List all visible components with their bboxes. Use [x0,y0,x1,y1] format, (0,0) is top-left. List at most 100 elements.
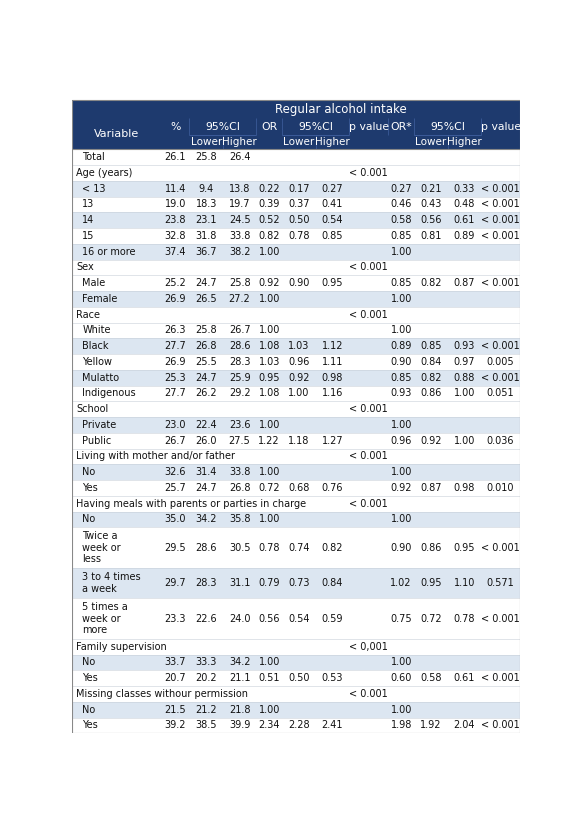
Text: 0.58: 0.58 [420,673,442,683]
Bar [72,307,520,322]
Text: 1.22: 1.22 [258,436,280,446]
Text: 25.9: 25.9 [229,372,250,382]
Text: 0.72: 0.72 [258,483,280,493]
Text: Total: Total [82,152,105,162]
Text: Black: Black [82,341,109,351]
Text: 1.00: 1.00 [391,514,412,525]
Text: Female: Female [82,294,118,304]
Text: OR: OR [261,122,277,132]
Text: 31.1: 31.1 [229,578,250,588]
Text: 27.7: 27.7 [165,341,186,351]
Text: 0.21: 0.21 [420,184,442,194]
Bar [72,448,520,465]
Text: 1.00: 1.00 [258,294,280,304]
Text: 0.84: 0.84 [321,578,343,588]
Text: 0.86: 0.86 [420,542,442,553]
Text: 35.8: 35.8 [229,514,250,525]
Text: 26.7: 26.7 [229,325,250,335]
Text: 1.03: 1.03 [258,357,280,367]
Text: 26.9: 26.9 [165,294,186,304]
Bar [72,339,520,354]
Text: 33.3: 33.3 [195,658,217,667]
Text: 13: 13 [82,199,95,209]
Text: Age (years): Age (years) [76,168,132,178]
Text: < 0.001: < 0.001 [481,720,520,731]
Text: 33.7: 33.7 [165,658,186,667]
Text: Missing classes withour permission: Missing classes withour permission [76,689,248,699]
Text: 1.92: 1.92 [420,720,442,731]
Text: < 0.001: < 0.001 [481,614,520,624]
Text: 23.1: 23.1 [195,215,217,225]
Text: 0.52: 0.52 [258,215,280,225]
Text: 24.5: 24.5 [229,215,250,225]
Text: < 0.001: < 0.001 [481,279,520,288]
Text: 1.03: 1.03 [288,341,310,351]
Text: 95%CI: 95%CI [205,122,240,132]
Text: Twice a
week or
less: Twice a week or less [82,531,121,564]
Text: 0.33: 0.33 [454,184,475,194]
Text: 22.4: 22.4 [195,420,217,430]
Text: 39.2: 39.2 [165,720,186,731]
Text: 0.92: 0.92 [420,436,442,446]
Text: 0.56: 0.56 [258,614,280,624]
Text: 39.9: 39.9 [229,720,250,731]
Text: 0.005: 0.005 [487,357,514,367]
Text: 26.8: 26.8 [229,483,250,493]
Text: 26.7: 26.7 [165,436,186,446]
Text: 14: 14 [82,215,95,225]
Text: < 0.001: < 0.001 [481,184,520,194]
Text: < 0,001: < 0,001 [349,642,388,652]
Text: 29.2: 29.2 [229,388,250,399]
Text: 0.92: 0.92 [258,279,280,288]
Text: 1.00: 1.00 [258,467,280,477]
Bar [72,197,520,213]
Text: 25.8: 25.8 [195,325,217,335]
Bar [72,401,520,417]
Text: 2.04: 2.04 [454,720,475,731]
Text: 0.75: 0.75 [390,614,412,624]
Text: 20.7: 20.7 [165,673,186,683]
Text: 0.98: 0.98 [321,372,343,382]
Bar [72,671,520,686]
Text: 20.2: 20.2 [195,673,217,683]
Text: 0.61: 0.61 [454,215,475,225]
Text: 0.50: 0.50 [288,215,310,225]
Text: 23.0: 23.0 [165,420,186,430]
Text: 25.3: 25.3 [165,372,186,382]
Text: 95%CI: 95%CI [430,122,465,132]
Text: 0.95: 0.95 [454,542,475,553]
Text: 0.85: 0.85 [391,372,412,382]
Text: Indigenous: Indigenous [82,388,136,399]
Text: 0.051: 0.051 [487,388,514,399]
Bar [72,686,520,702]
Text: 26.4: 26.4 [229,152,250,162]
Text: 1.00: 1.00 [391,246,412,257]
Bar [72,568,520,598]
Text: 35.0: 35.0 [165,514,186,525]
Text: %: % [171,122,180,132]
Text: 26.9: 26.9 [165,357,186,367]
Bar [72,180,520,197]
Text: 0.84: 0.84 [420,357,442,367]
Text: 24.7: 24.7 [195,372,217,382]
Bar [72,213,520,228]
Text: Higher: Higher [315,138,350,147]
Bar [72,322,520,339]
Text: 1.00: 1.00 [258,658,280,667]
Text: 1.00: 1.00 [454,436,475,446]
Text: 26.5: 26.5 [195,294,217,304]
Text: 37.4: 37.4 [165,246,186,257]
Text: 24.7: 24.7 [195,279,217,288]
Text: < 0.001: < 0.001 [481,372,520,382]
Text: Private: Private [82,420,117,430]
Text: 0.78: 0.78 [454,614,475,624]
Text: 0.37: 0.37 [288,199,310,209]
Text: < 0.001: < 0.001 [349,262,388,273]
Text: < 0.001: < 0.001 [481,215,520,225]
Text: 23.3: 23.3 [165,614,186,624]
Text: 1.16: 1.16 [321,388,343,399]
Bar [72,527,520,568]
Bar [72,101,520,118]
Text: 26.2: 26.2 [195,388,217,399]
Text: 1.00: 1.00 [391,467,412,477]
